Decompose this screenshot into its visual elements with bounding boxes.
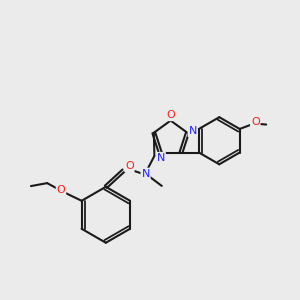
Text: O: O (251, 117, 260, 127)
Text: O: O (57, 184, 65, 195)
Text: O: O (125, 161, 134, 171)
Text: N: N (188, 126, 197, 136)
Text: N: N (141, 169, 150, 178)
Text: O: O (166, 110, 175, 120)
Text: N: N (157, 153, 165, 163)
